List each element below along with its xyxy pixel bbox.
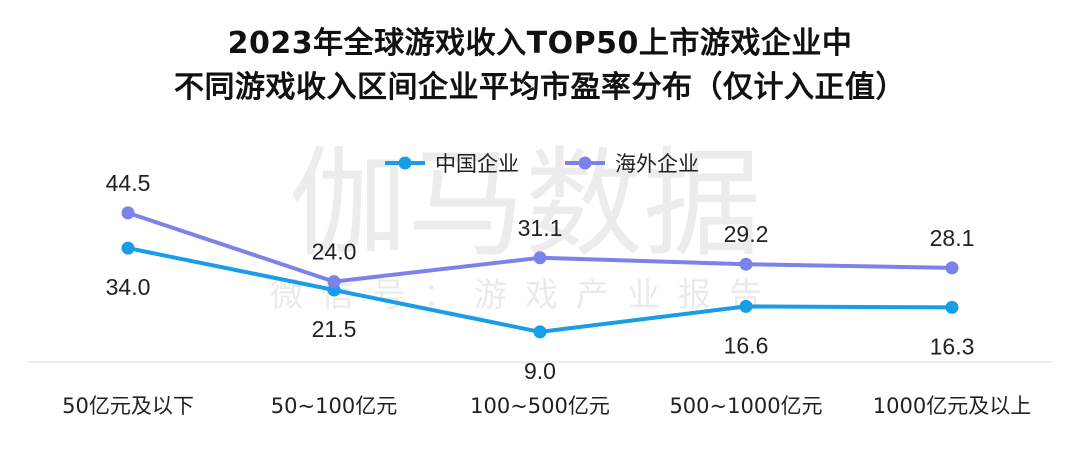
data-point <box>121 241 135 255</box>
watermark-main: 伽马数据 <box>289 135 761 273</box>
legend-marker <box>578 156 592 170</box>
legend-label: 中国企业 <box>435 152 519 176</box>
data-point <box>533 325 547 339</box>
x-tick-label: 1000亿元及以上 <box>873 394 1031 418</box>
data-label: 21.5 <box>312 316 357 342</box>
data-labels: 34.0 21.5 9.0 16.6 16.3 44.5 24.0 31.1 29.2 28.1 <box>106 170 975 384</box>
data-point <box>327 275 341 289</box>
data-point <box>121 206 135 220</box>
data-point <box>945 300 959 314</box>
data-label: 28.1 <box>930 225 975 251</box>
data-label: 44.5 <box>106 170 151 196</box>
data-label: 16.3 <box>930 333 975 359</box>
legend-label: 海外企业 <box>615 152 699 176</box>
data-point <box>533 251 547 265</box>
watermark: 伽马数据 微信号：游戏产业报告 <box>270 135 762 314</box>
data-point <box>945 261 959 275</box>
legend: 中国企业 海外企业 <box>385 152 699 176</box>
data-label: 16.6 <box>724 332 769 358</box>
x-tick-label: 50亿元及以下 <box>62 394 194 418</box>
x-tick-label: 100~500亿元 <box>470 394 610 418</box>
x-axis-labels: 50亿元及以下 50~100亿元 100~500亿元 500~1000亿元 1000亿元… <box>62 394 1031 418</box>
legend-marker <box>398 156 412 170</box>
data-label: 9.0 <box>524 358 556 384</box>
data-point <box>739 257 753 271</box>
series-points <box>121 206 959 339</box>
x-tick-label: 500~1000亿元 <box>669 394 822 418</box>
chart-title-line-2: 不同游戏收入区间企业平均市盈率分布（仅计入正值） <box>174 70 906 105</box>
data-label: 29.2 <box>724 221 769 247</box>
data-label: 34.0 <box>106 274 151 300</box>
data-label: 31.1 <box>518 215 563 241</box>
data-point <box>739 299 753 313</box>
x-tick-label: 50~100亿元 <box>271 394 397 418</box>
data-label: 24.0 <box>312 239 357 265</box>
chart-title-line-1: 2023年全球游戏收入TOP50上市游戏企业中 <box>227 26 853 61</box>
